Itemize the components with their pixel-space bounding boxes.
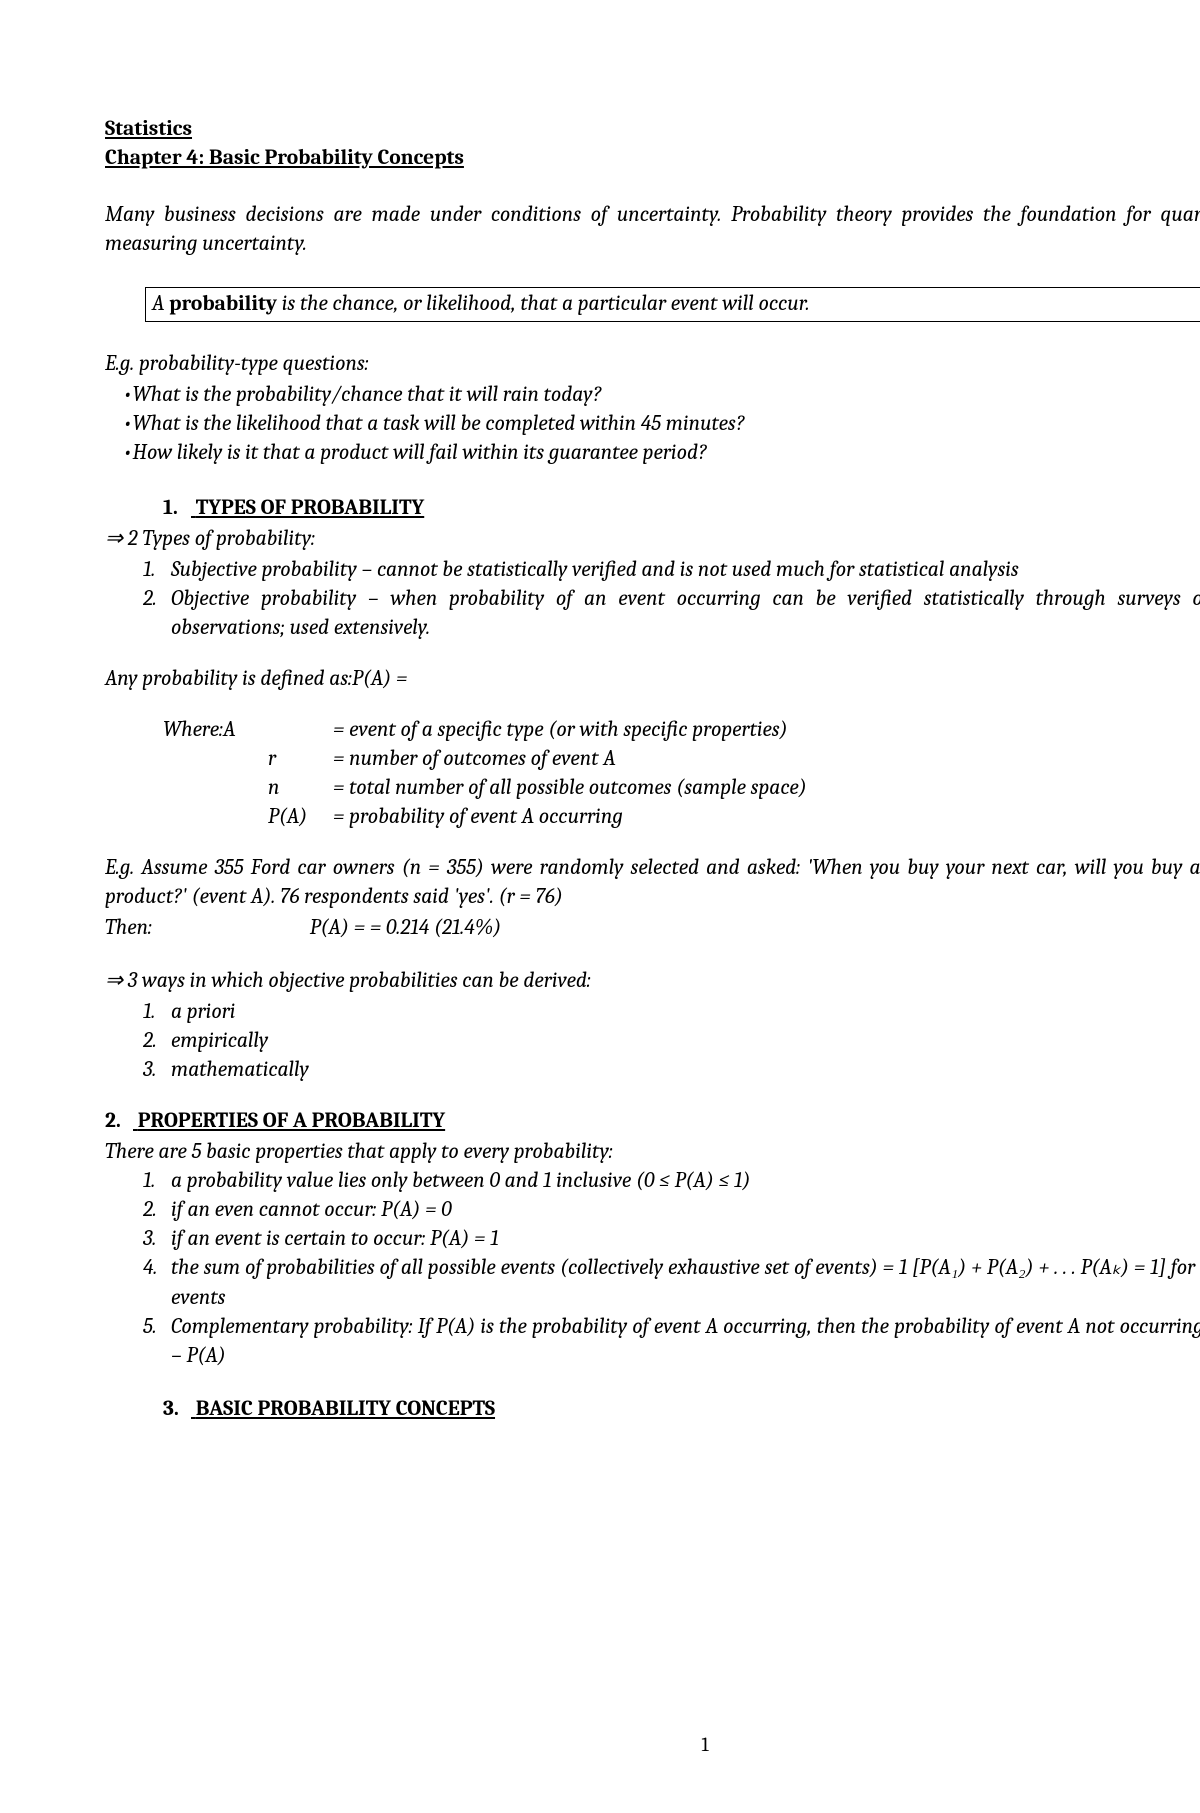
list-item: 5.Complementary probability: If P(A) is … — [143, 1313, 1200, 1371]
section-2-title: 2. PROPERTIES OF A PROBABILITY — [105, 1107, 1200, 1136]
types-intro: ⇒ 2 Types of probability: — [105, 525, 1200, 554]
list-item: 1.a priori — [143, 998, 1200, 1027]
definition-bold: probability — [169, 292, 277, 316]
section-3-title: 3. BASIC PROBABILITY CONCEPTS — [163, 1395, 1200, 1424]
table-row: n = total number of all possible outcome… — [163, 774, 1200, 803]
then-label: Then: — [105, 914, 305, 943]
properties-intro: There are 5 basic properties that apply … — [105, 1138, 1200, 1167]
page: Statistics Chapter 4: Basic Probability … — [105, 115, 1200, 1813]
where-table: Where:A = event of a specific type (or w… — [163, 716, 1200, 832]
derive-list: 1.a priori 2.empirically 3.mathematicall… — [105, 998, 1200, 1085]
list-item: 3.if an event is certain to occur: P(A) … — [143, 1225, 1200, 1254]
properties-list: 1.a probability value lies only between … — [105, 1167, 1200, 1370]
section-number: 2. — [105, 1107, 133, 1136]
types-list: 1.Subjective probability – cannot be sta… — [105, 556, 1200, 643]
list-item: 1.a probability value lies only between … — [143, 1167, 1200, 1196]
then-value: P(A) = = 0.214 (21.4%) — [310, 916, 501, 940]
page-number: 1 — [105, 1731, 1200, 1758]
list-item: 3.mathematically — [143, 1056, 1200, 1085]
derive-intro: ⇒ 3 ways in which objective probabilitie… — [105, 967, 1200, 996]
then-line: Then: P(A) = = 0.214 (21.4%) — [105, 914, 1200, 943]
section-1-title: 1. TYPES OF PROBABILITY — [163, 494, 1200, 523]
section-number: 3. — [163, 1395, 191, 1424]
section-title-text: BASIC PROBABILITY CONCEPTS — [196, 1397, 495, 1421]
definition-prefix: A — [152, 292, 169, 316]
section-number: 1. — [163, 494, 191, 523]
chapter-heading: Chapter 4: Basic Probability Concepts — [105, 144, 1200, 173]
header-block: Statistics Chapter 4: Basic Probability … — [105, 115, 1200, 173]
table-row: Where:A = event of a specific type (or w… — [163, 716, 1200, 745]
examples-header: E.g. probability-type questions: — [105, 350, 1200, 379]
probability-definition: Any probability is defined as:P(A) = — [105, 665, 1200, 694]
definition-suffix: is the chance, or likelihood, that a par… — [277, 292, 810, 316]
bullet-item: What is the probability/chance that it w… — [105, 381, 1200, 410]
bullet-item: What is the likelihood that a task will … — [105, 410, 1200, 439]
list-item: 1.Subjective probability – cannot be sta… — [143, 556, 1200, 585]
definition-box: A probability is the chance, or likeliho… — [145, 287, 1200, 322]
ford-example: E.g. Assume 355 Ford car owners (n = 355… — [105, 854, 1200, 912]
subject-heading: Statistics — [105, 115, 1200, 144]
list-item: 2.if an even cannot occur: P(A) = 0 — [143, 1196, 1200, 1225]
section-title-text: TYPES OF PROBABILITY — [196, 496, 424, 520]
intro-paragraph: Many business decisions are made under c… — [105, 201, 1200, 259]
list-item: 2.empirically — [143, 1027, 1200, 1056]
section-title-text: PROPERTIES OF A PROBABILITY — [138, 1109, 445, 1133]
list-item: 2.Objective probability – when probabili… — [143, 585, 1200, 643]
list-item: 4.the sum of probabilities of all possib… — [143, 1254, 1200, 1312]
example-bullets: What is the probability/chance that it w… — [105, 381, 1200, 468]
table-row: P(A) = probability of event A occurring — [163, 803, 1200, 832]
table-row: r = number of outcomes of event A — [163, 745, 1200, 774]
bullet-item: How likely is it that a product will fai… — [105, 439, 1200, 468]
